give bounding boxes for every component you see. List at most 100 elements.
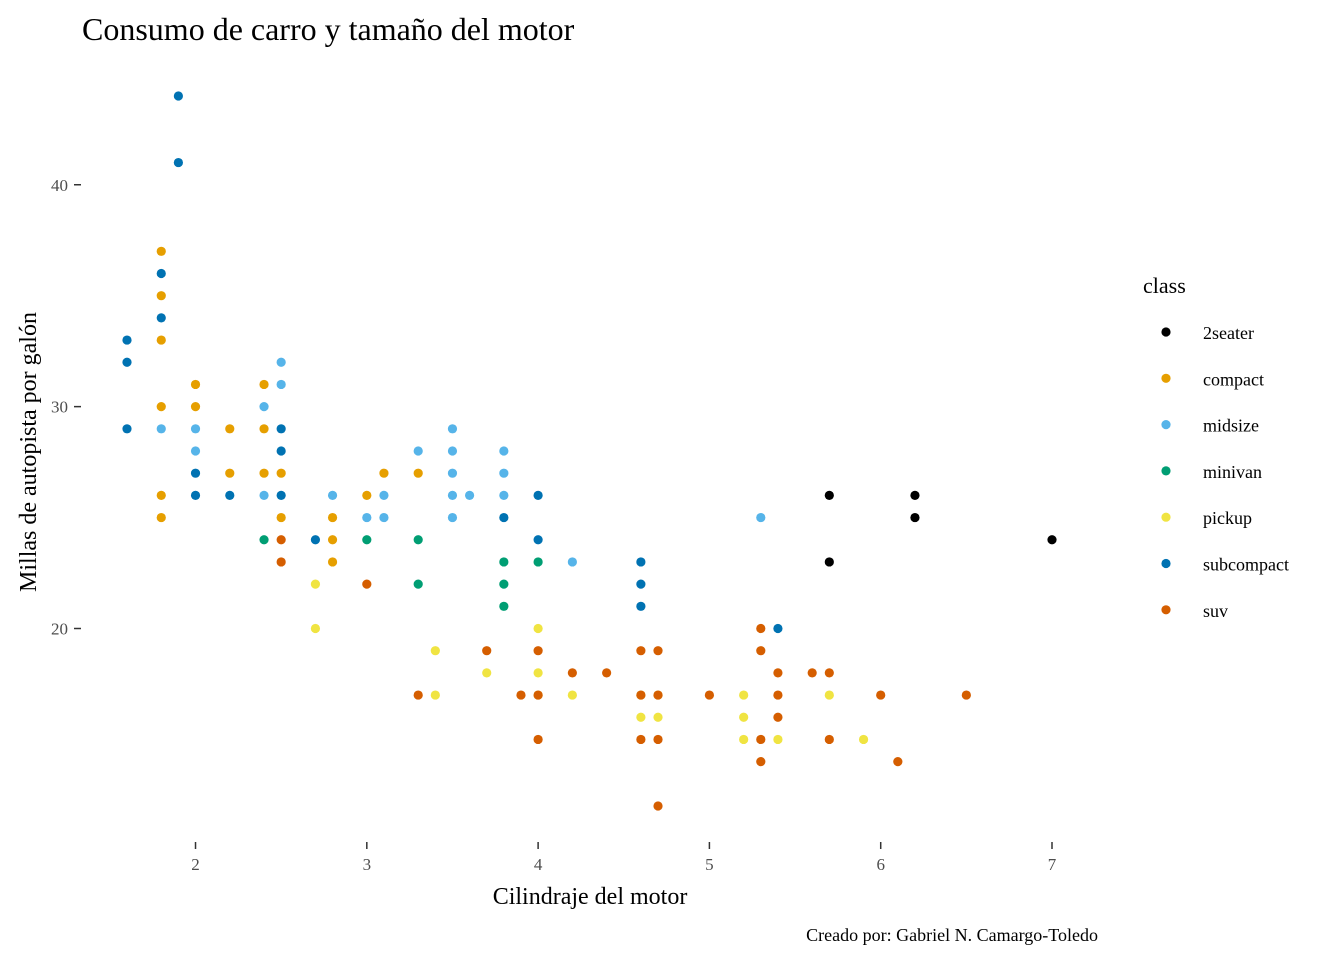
data-point-minivan (362, 535, 372, 545)
data-point-subcompact (122, 424, 132, 434)
data-point-compact (276, 512, 286, 523)
data-point-suv (824, 734, 834, 745)
data-point-subcompact (533, 490, 543, 500)
data-point-2seater (824, 490, 834, 500)
data-point-suv (533, 646, 543, 656)
data-point-subcompact (276, 446, 286, 456)
data-point-compact (327, 557, 338, 567)
x-tick-label: 4 (534, 855, 543, 874)
data-point-subcompact (156, 313, 166, 323)
data-point-compact (190, 402, 201, 412)
data-point-subcompact (122, 357, 132, 367)
data-point-suv (773, 712, 783, 722)
data-point-suv (653, 690, 663, 700)
data-point-compact (225, 424, 235, 434)
legend-key-midsize (1161, 420, 1171, 430)
data-point-suv (824, 668, 834, 678)
data-point-pickup (739, 734, 749, 745)
data-point-minivan (413, 579, 423, 589)
data-point-compact (225, 468, 235, 478)
data-point-suv (362, 579, 372, 589)
chart-title: Consumo de carro y tamaño del motor (82, 11, 575, 47)
data-point-midsize (327, 490, 338, 500)
data-point-subcompact (636, 557, 646, 567)
data-point-compact (362, 490, 372, 500)
data-point-subcompact (310, 535, 321, 545)
y-tick-label: 40 (51, 176, 68, 195)
legend-key-subcompact (1161, 558, 1171, 569)
data-point-suv (961, 690, 971, 700)
data-point-2seater (910, 490, 920, 500)
x-tick-label: 5 (705, 855, 714, 874)
data-point-subcompact (533, 535, 543, 545)
data-point-suv (276, 535, 286, 545)
data-point-pickup (482, 668, 492, 678)
data-point-pickup (773, 734, 783, 745)
data-point-pickup (533, 668, 543, 678)
data-point-suv (482, 646, 492, 656)
data-point-pickup (858, 734, 869, 745)
data-point-suv (653, 801, 663, 811)
data-point-midsize (276, 379, 286, 390)
data-point-midsize (276, 357, 286, 367)
data-point-pickup (533, 623, 543, 634)
legend-key-suv (1161, 605, 1171, 615)
legend-label-pickup: pickup (1203, 508, 1252, 528)
data-point-compact (156, 512, 166, 523)
data-point-subcompact (190, 468, 201, 478)
legend-label-suv: suv (1203, 601, 1228, 621)
data-point-2seater (1047, 535, 1057, 545)
legend-key-minivan (1161, 466, 1171, 476)
data-point-suv (756, 757, 766, 767)
data-point-compact (156, 402, 166, 412)
data-point-pickup (739, 712, 749, 722)
legend: class 2seater compact midsize minivan pickup… (1143, 273, 1289, 621)
data-point-midsize (447, 468, 458, 478)
data-point-suv (773, 668, 783, 678)
data-point-suv (773, 690, 783, 700)
data-point-suv (413, 690, 423, 700)
data-point-compact (413, 468, 423, 478)
data-point-compact (327, 535, 338, 545)
data-point-pickup (430, 646, 440, 656)
data-point-suv (567, 668, 577, 678)
data-point-2seater (910, 512, 920, 523)
data-point-minivan (533, 557, 543, 567)
y-axis: 20 30 40 (51, 176, 81, 639)
legend-key-compact (1161, 373, 1171, 383)
x-tick-label: 2 (191, 855, 200, 874)
data-point-compact (276, 468, 286, 478)
data-point-subcompact (276, 490, 286, 500)
data-point-suv (533, 690, 543, 700)
data-point-2seater (824, 557, 834, 567)
data-point-midsize (379, 512, 389, 523)
legend-label-subcompact: subcompact (1203, 555, 1289, 575)
data-point-suv (756, 623, 766, 634)
data-point-midsize (190, 424, 201, 434)
x-tick-label: 7 (1048, 855, 1057, 874)
data-point-minivan (499, 557, 509, 567)
data-point-compact (259, 468, 269, 478)
data-point-suv (653, 646, 663, 656)
x-tick-label: 6 (876, 855, 885, 874)
chart-caption: Creado por: Gabriel N. Camargo-Toledo (806, 925, 1098, 945)
data-point-subcompact (499, 512, 509, 523)
x-axis: 2 3 4 5 6 7 (191, 842, 1057, 874)
data-point-pickup (739, 690, 749, 700)
data-point-suv (876, 690, 886, 700)
data-point-compact (190, 379, 201, 390)
data-point-compact (327, 512, 338, 523)
data-point-compact (156, 490, 166, 500)
data-point-subcompact (276, 424, 286, 434)
data-point-subcompact (636, 601, 646, 611)
data-point-subcompact (173, 157, 183, 168)
data-point-subcompact (156, 268, 166, 279)
data-point-minivan (499, 579, 509, 589)
data-point-suv (533, 734, 543, 745)
legend-label-minivan: minivan (1203, 462, 1262, 482)
data-point-subcompact (773, 623, 783, 634)
data-point-subcompact (636, 579, 646, 589)
data-point-midsize (499, 446, 509, 456)
data-point-midsize (447, 446, 458, 456)
data-point-suv (636, 690, 646, 700)
